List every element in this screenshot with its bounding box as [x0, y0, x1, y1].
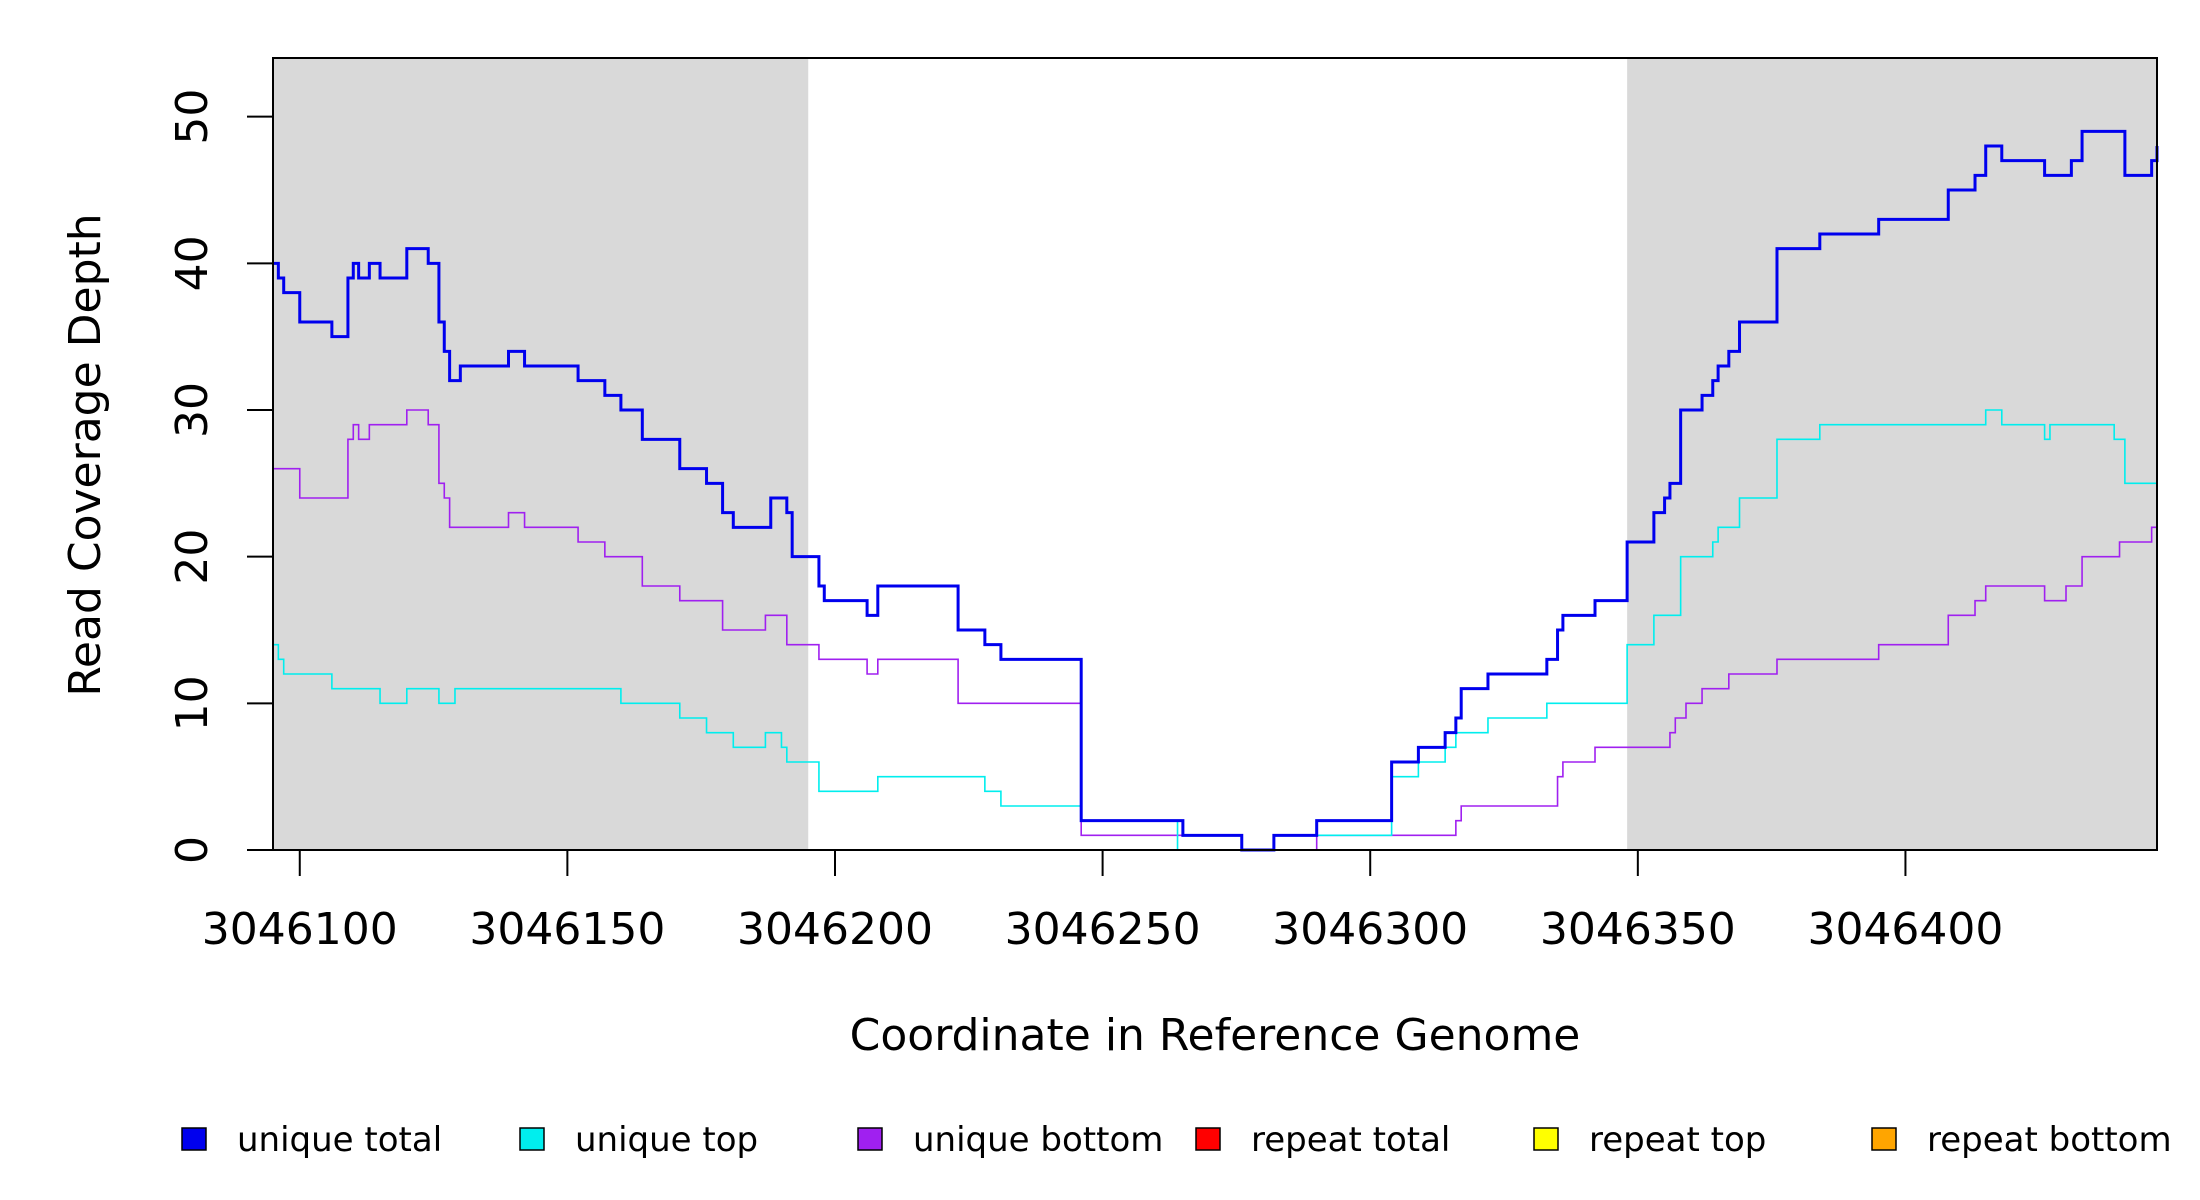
- x-axis: 3046100 3046150 3046200 3046250 3046300 30463…: [202, 849, 2003, 955]
- x-tick-label: 3046150: [469, 904, 665, 955]
- shaded-region-2: [1627, 58, 2157, 850]
- legend-swatch-unique-top: [519, 1127, 545, 1151]
- legend-swatch-unique-total: [181, 1127, 207, 1151]
- x-tick-label: 3046400: [1807, 904, 2003, 955]
- y-tick-label: 10: [167, 675, 218, 731]
- legend: unique total unique top unique bottom repea…: [181, 1120, 2172, 1160]
- shaded-regions: [273, 58, 2157, 850]
- legend-label-unique-bottom: unique bottom: [913, 1120, 1163, 1160]
- y-axis-title: Read Coverage Depth: [60, 213, 111, 696]
- legend-label-unique-top: unique top: [575, 1120, 758, 1160]
- y-tick-label: 40: [167, 235, 218, 291]
- y-axis: 0 10 20 30 40 50: [167, 89, 274, 864]
- legend-swatch-repeat-bottom: [1871, 1127, 1897, 1151]
- legend-label-unique-total: unique total: [237, 1120, 442, 1160]
- x-tick-label: 3046300: [1272, 904, 1468, 955]
- y-tick-label: 20: [167, 529, 218, 585]
- legend-swatch-repeat-top: [1533, 1127, 1559, 1151]
- x-tick-label: 3046100: [202, 904, 398, 955]
- legend-label-repeat-total: repeat total: [1251, 1120, 1450, 1160]
- y-tick-label: 0: [167, 836, 218, 864]
- y-tick-label: 50: [167, 89, 218, 145]
- x-tick-label: 3046350: [1540, 904, 1736, 955]
- shaded-region-1: [273, 58, 809, 850]
- x-tick-label: 3046250: [1005, 904, 1201, 955]
- legend-label-repeat-top: repeat top: [1589, 1120, 1766, 1160]
- legend-label-repeat-bottom: repeat bottom: [1927, 1120, 2172, 1160]
- y-tick-label: 30: [167, 382, 218, 438]
- x-tick-label: 3046200: [737, 904, 933, 955]
- legend-swatch-unique-bottom: [857, 1127, 883, 1151]
- x-axis-title: Coordinate in Reference Genome: [850, 1010, 1581, 1061]
- series-line-unique-total: [273, 129, 2159, 852]
- legend-swatch-repeat-total: [1195, 1127, 1221, 1151]
